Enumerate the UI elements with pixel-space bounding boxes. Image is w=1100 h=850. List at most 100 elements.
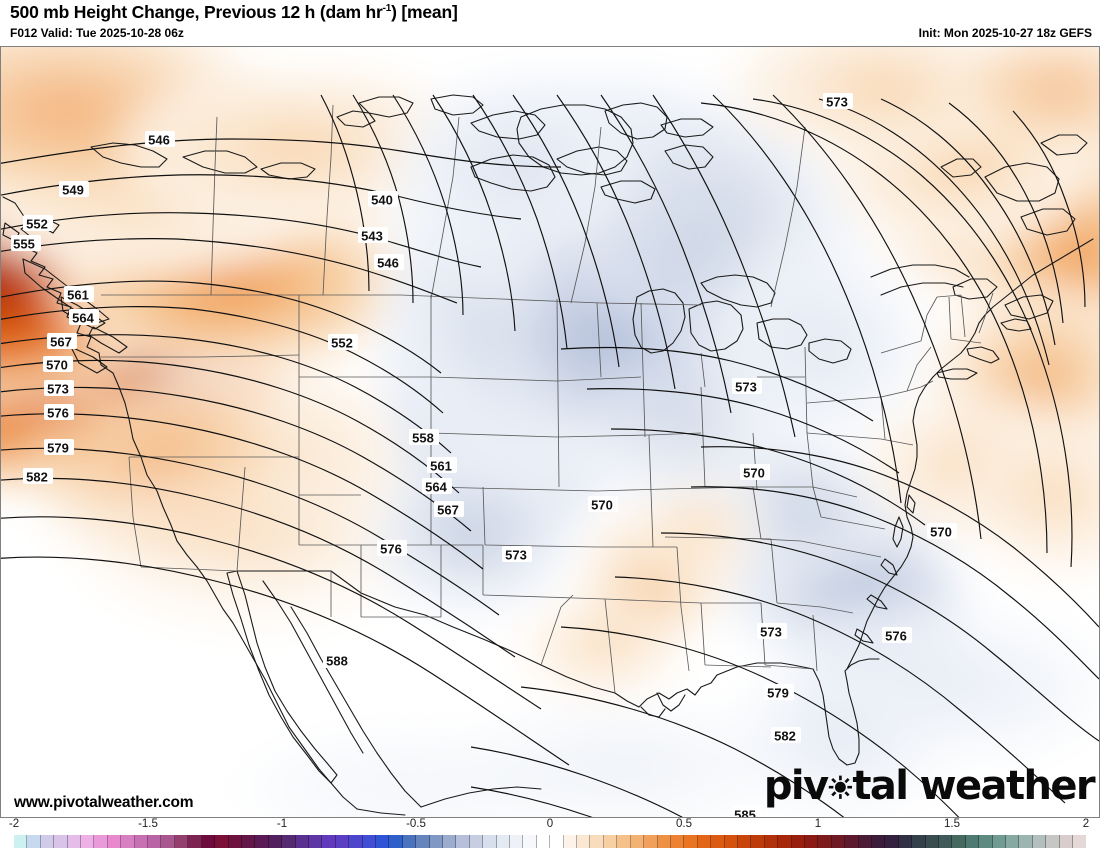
colorbar-swatch	[241, 835, 256, 848]
colorbar-swatch	[215, 835, 229, 848]
colorbar-swatch	[456, 835, 470, 848]
height-contours	[1, 94, 1099, 817]
site-url-watermark: www.pivotalweather.com	[14, 794, 194, 811]
colorbar-swatch	[979, 835, 993, 848]
colorbar-swatch	[375, 835, 390, 848]
colorbar-swatch	[872, 835, 886, 848]
colorbar-swatch	[268, 835, 283, 848]
colorbar-swatch	[724, 835, 738, 848]
colorbar-swatch	[121, 835, 135, 848]
colorbar-swatch	[349, 835, 363, 848]
colorbar-swatch	[282, 835, 296, 848]
colorbar-swatch	[684, 835, 698, 848]
colorbar-swatch	[174, 835, 189, 848]
contour-label: 588	[326, 653, 348, 668]
colorbar-swatch	[630, 835, 645, 848]
colorbar-tick-label: -2	[8, 818, 20, 830]
colorbar-swatch	[657, 835, 671, 848]
contour-label: 567	[50, 334, 72, 349]
colorbar-swatch	[818, 835, 832, 848]
contour-label: 555	[13, 236, 35, 251]
page-title-exponent: -1	[382, 3, 392, 15]
colorbar-swatch	[912, 835, 926, 848]
sun-icon	[828, 775, 853, 800]
page-title-main: 500 mb Height Change, Previous 12 h (dam…	[10, 2, 383, 22]
colorbar-swatch	[1046, 835, 1060, 848]
colorbar-swatch	[402, 835, 417, 848]
contour-label: 543	[361, 228, 383, 243]
contour-label: 573	[47, 381, 69, 396]
colorbar-tick-label: -1	[276, 818, 288, 830]
geography-outlines	[2, 94, 1094, 816]
contour-label: 546	[148, 132, 170, 147]
map-svg: 5465495525555615645675705735765795825405…	[1, 47, 1099, 817]
colorbar-swatch	[563, 835, 578, 848]
colorbar-tick-label: 0	[546, 818, 554, 830]
contour-label: 585	[734, 807, 756, 817]
colorbar-tick-label: 1.5	[944, 818, 960, 830]
colorbar-swatch	[228, 835, 242, 848]
colorbar-swatch	[590, 835, 604, 848]
contour-label: 552	[26, 216, 48, 231]
contour-label: 564	[425, 479, 447, 494]
page-header: 500 mb Height Change, Previous 12 h (dam…	[0, 0, 1100, 46]
init-time-label: Init: Mon 2025-10-27 18z GEFS	[918, 26, 1092, 40]
contour-label: 576	[885, 628, 907, 643]
colorbar-tick-label: 1	[814, 818, 822, 830]
brand-watermark: piv tal weather	[763, 763, 1096, 809]
colorbar-swatch	[469, 835, 484, 848]
colorbar-swatch	[362, 835, 376, 848]
page-title-tail: ) [mean]	[391, 2, 458, 22]
colorbar-swatch	[322, 835, 336, 848]
colorbar-swatch	[1073, 835, 1086, 848]
colorbar-swatch	[429, 835, 443, 848]
contour-label: 573	[505, 547, 527, 562]
contour-label: 540	[371, 192, 393, 207]
contour-label: 564	[72, 310, 94, 325]
map-canvas[interactable]: 546 549 552 555 561 564 567 570 573 576 579 582 540 5…	[0, 46, 1100, 818]
contour-label: 576	[47, 405, 69, 420]
colorbar-swatches[interactable]	[14, 835, 1086, 848]
contour-label: 561	[430, 458, 452, 473]
colorbar-swatch	[804, 835, 819, 848]
colorbar-swatch	[148, 835, 162, 848]
contour-label: 558	[412, 430, 434, 445]
brand-text-mid: tal	[852, 763, 909, 809]
contour-label: 582	[774, 728, 796, 743]
colorbar-swatch	[711, 835, 725, 848]
colorbar-swatch	[617, 835, 631, 848]
colorbar-swatch	[577, 835, 591, 848]
colorbar-swatch	[54, 835, 68, 848]
colorbar-tick-label: 0.5	[676, 818, 692, 830]
contour-label-group: 5465495525555615645675705735765795825405…	[11, 93, 957, 817]
anomaly-fill	[1, 47, 1099, 817]
colorbar-swatch	[791, 835, 805, 848]
colorbar-swatch	[443, 835, 457, 848]
contour-label: 570	[591, 497, 613, 512]
contour-label: 552	[331, 335, 353, 350]
colorbar-footer: -2 -1.5 -1 -0.5 0 0.5 1 1.5 2	[0, 818, 1100, 850]
colorbar-swatch	[751, 835, 765, 848]
colorbar-swatch	[27, 835, 41, 848]
contour-label: 561	[67, 287, 89, 302]
colorbar-tick-label: -0.5	[406, 818, 426, 830]
colorbar-swatch	[161, 835, 175, 848]
colorbar-swatch	[14, 835, 28, 848]
colorbar-swatch	[670, 835, 685, 848]
brand-text-pre: piv	[763, 763, 829, 809]
colorbar-swatch	[939, 835, 953, 848]
colorbar-swatch	[1006, 835, 1020, 848]
colorbar-swatch	[416, 835, 430, 848]
colorbar-swatch	[496, 835, 511, 848]
colorbar-swatch	[188, 835, 202, 848]
colorbar-swatch	[737, 835, 752, 848]
contour-label: 546	[377, 255, 399, 270]
colorbar-swatch	[94, 835, 108, 848]
colorbar-swatch	[831, 835, 846, 848]
colorbar-swatch	[550, 835, 564, 848]
colorbar-swatch	[952, 835, 966, 848]
colorbar-swatch	[510, 835, 524, 848]
contour-label: 570	[46, 357, 68, 372]
colorbar-swatch	[1019, 835, 1033, 848]
colorbar-swatch	[255, 835, 269, 848]
